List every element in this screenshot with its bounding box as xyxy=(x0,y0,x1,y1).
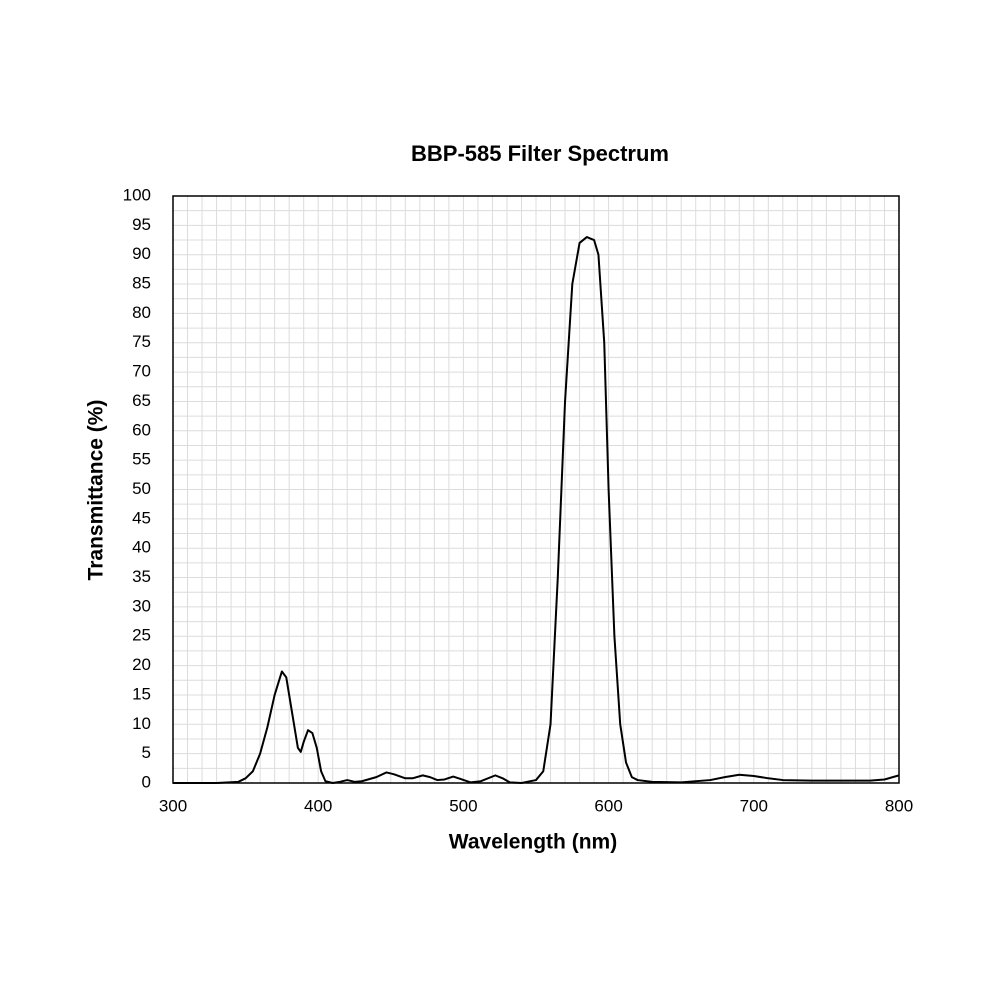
x-tick-label: 400 xyxy=(304,796,332,815)
y-tick-label: 70 xyxy=(132,362,151,381)
y-tick-label: 90 xyxy=(132,244,151,263)
y-tick-label: 60 xyxy=(132,420,151,439)
x-tick-label: 800 xyxy=(885,796,913,815)
x-tick-label: 300 xyxy=(159,796,187,815)
y-tick-label: 25 xyxy=(132,626,151,645)
y-tick-label: 95 xyxy=(132,215,151,234)
y-axis-label: Transmittance (%) xyxy=(85,400,108,581)
y-tick-label: 0 xyxy=(142,772,151,791)
x-tick-label: 600 xyxy=(594,796,622,815)
y-tick-label: 5 xyxy=(142,743,151,762)
y-tick-label: 85 xyxy=(132,274,151,293)
x-tick-label: 700 xyxy=(740,796,768,815)
plot-frame xyxy=(172,195,900,784)
y-tick-label: 65 xyxy=(132,391,151,410)
y-tick-label: 55 xyxy=(132,450,151,469)
x-axis-label: Wavelength (nm) xyxy=(449,831,617,854)
y-tick-label: 40 xyxy=(132,538,151,557)
x-tick-label: 500 xyxy=(449,796,477,815)
y-tick-label: 10 xyxy=(132,714,151,733)
y-tick-label: 30 xyxy=(132,596,151,615)
y-tick-label: 45 xyxy=(132,508,151,527)
y-tick-label: 35 xyxy=(132,567,151,586)
y-tick-label: 20 xyxy=(132,655,151,674)
y-tick-label: 15 xyxy=(132,684,151,703)
y-tick-label: 80 xyxy=(132,303,151,322)
y-tick-label: 75 xyxy=(132,332,151,351)
y-tick-label: 50 xyxy=(132,479,151,498)
chart-title: BBP-585 Filter Spectrum xyxy=(411,141,669,166)
line xyxy=(173,236,900,784)
y-tick-label: 100 xyxy=(123,185,151,204)
